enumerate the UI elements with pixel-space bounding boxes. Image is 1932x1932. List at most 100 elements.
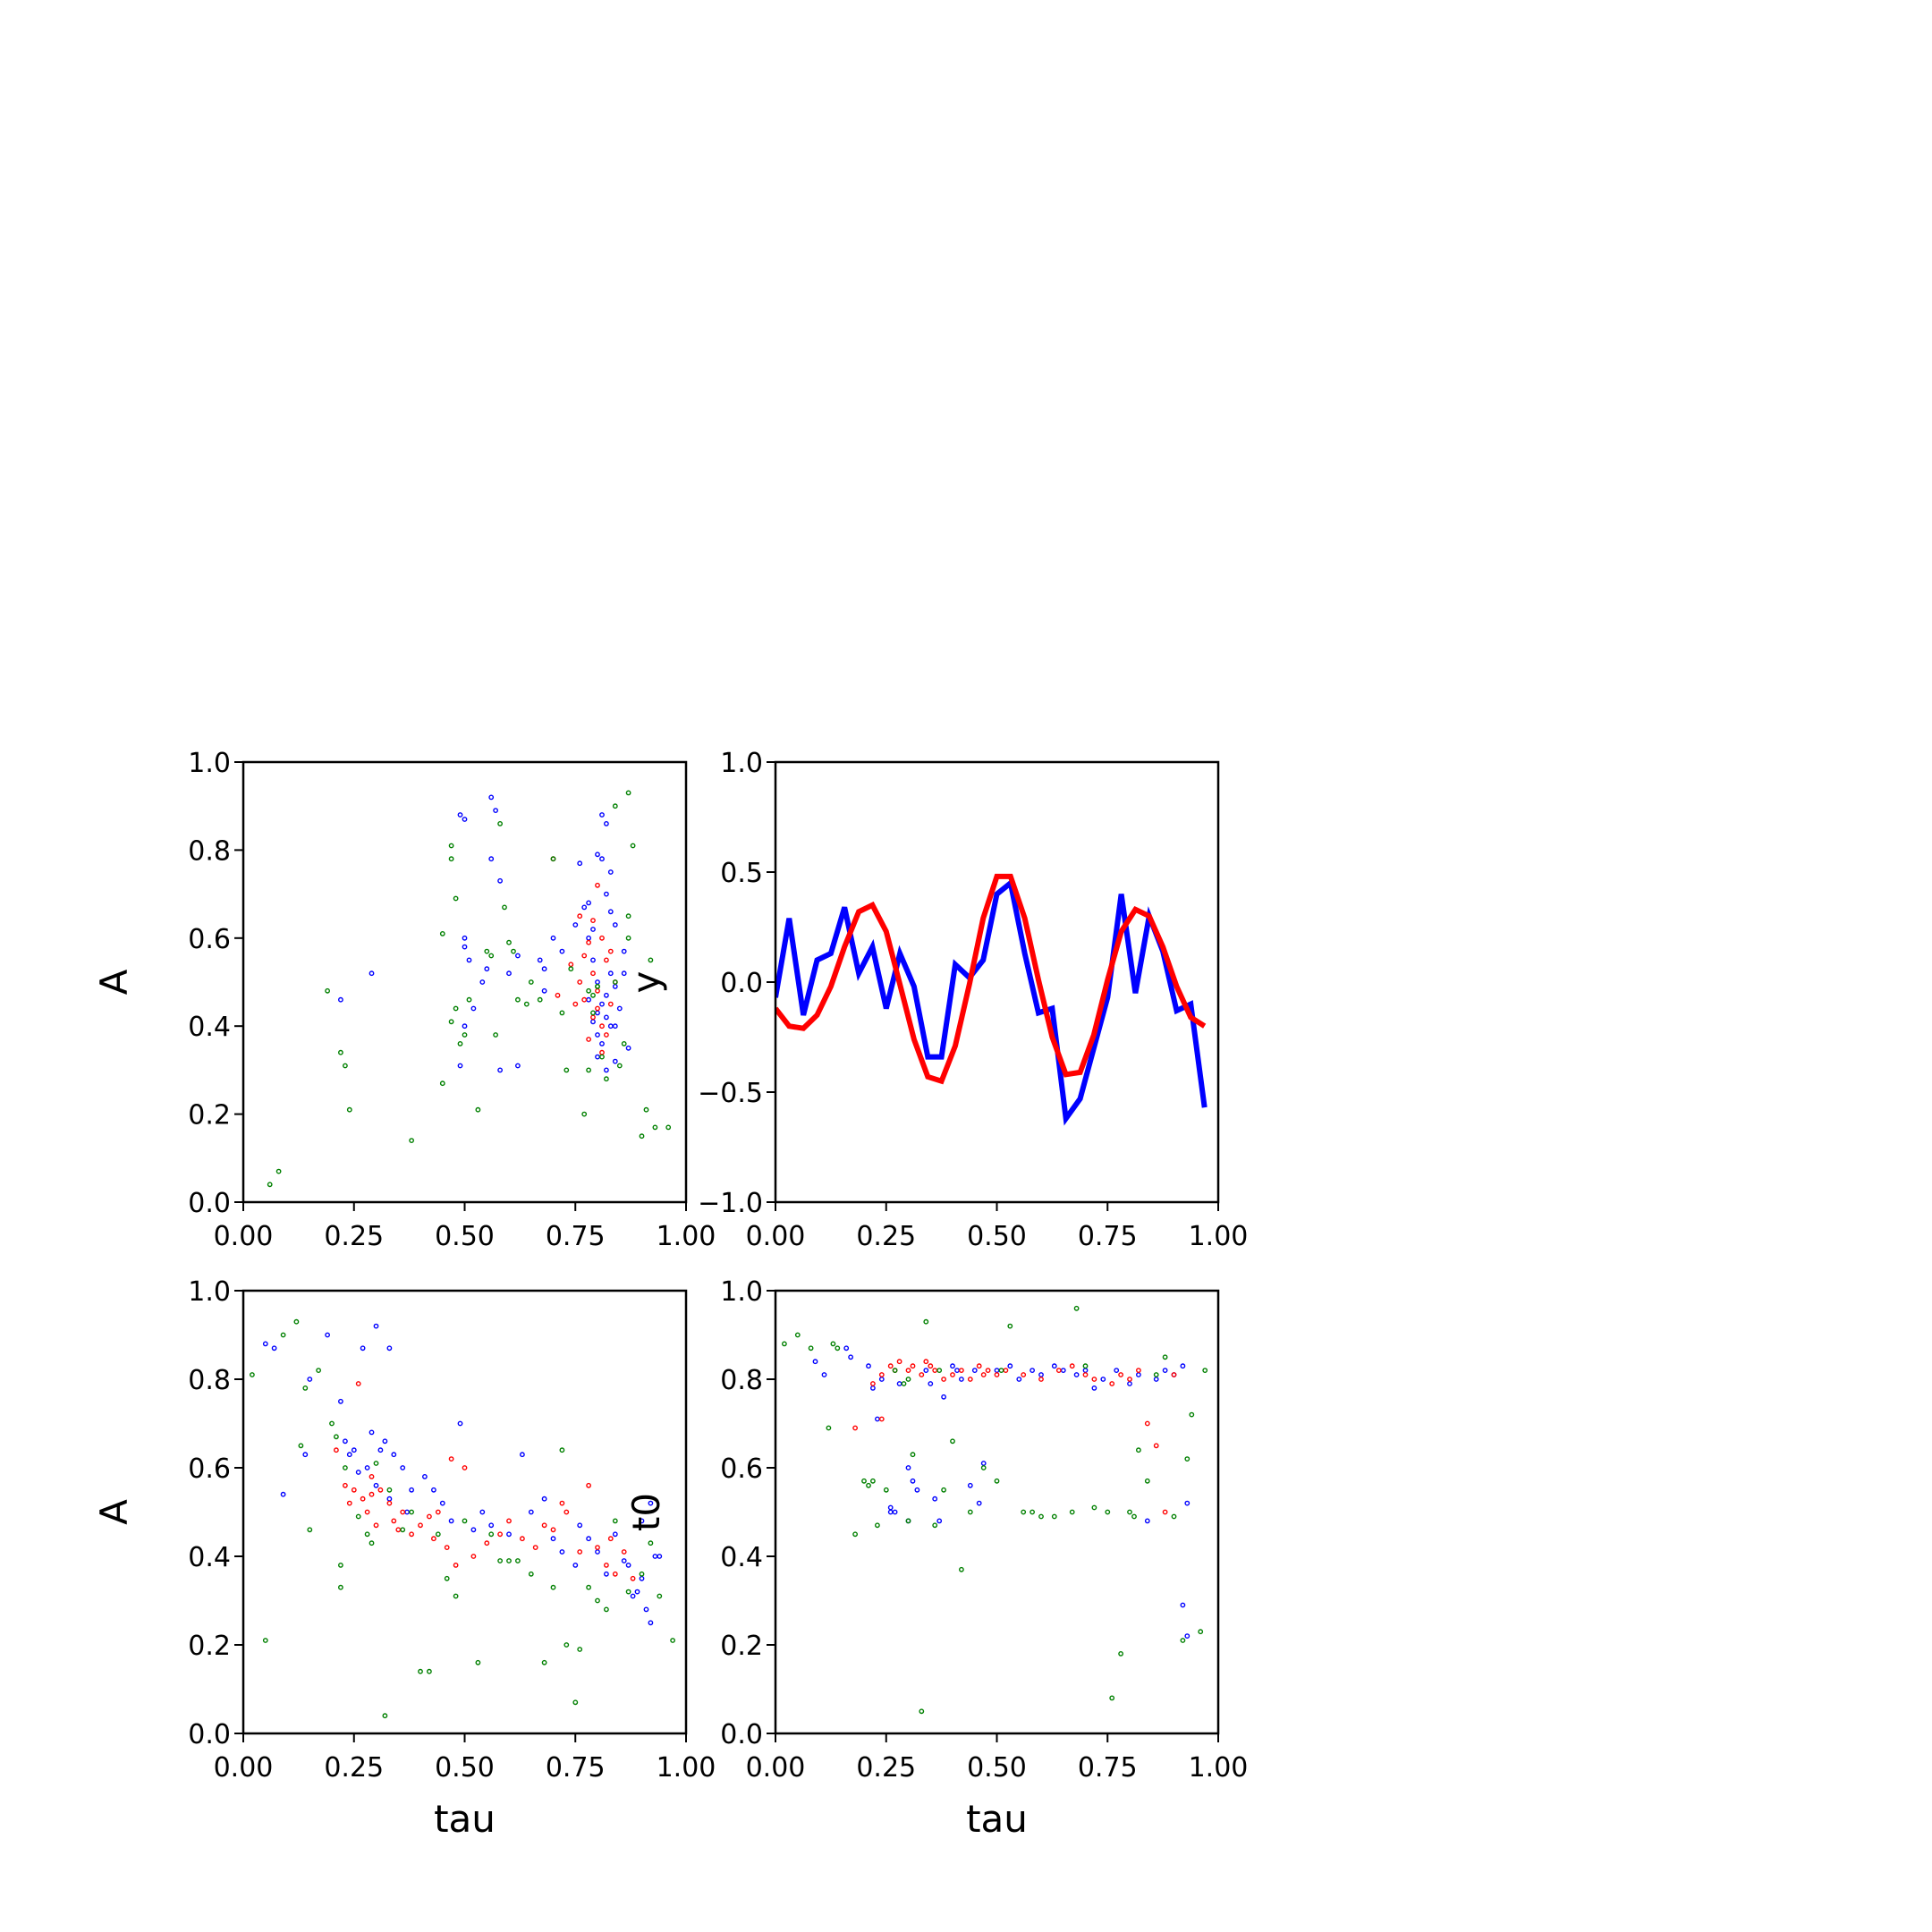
- scatter-point: [612, 1023, 618, 1030]
- y-axis-label: A: [92, 969, 136, 995]
- scatter-point: [1007, 1323, 1013, 1329]
- y-tick-label: 0.2: [720, 1631, 763, 1662]
- y-tick-label: 0.0: [188, 1719, 231, 1750]
- scatter-point: [550, 1536, 556, 1542]
- scatter-point: [409, 1487, 414, 1493]
- scatter-point: [528, 1509, 534, 1515]
- x-tick-label: 0.00: [746, 1752, 806, 1784]
- scatter-point: [595, 1545, 600, 1551]
- scatter-point: [590, 970, 596, 977]
- scatter-point: [355, 1513, 361, 1520]
- scatter-point: [794, 1332, 801, 1338]
- scatter-point: [541, 966, 547, 972]
- scatter-point: [262, 1341, 268, 1347]
- scatter-point: [475, 1659, 481, 1665]
- scatter-point: [1131, 1513, 1137, 1520]
- scatter-point: [1184, 1633, 1191, 1640]
- scatter-point: [1091, 1377, 1097, 1382]
- scatter-point: [604, 1014, 609, 1021]
- scatter-point: [497, 1067, 503, 1073]
- scatter-point: [639, 1518, 645, 1524]
- y-tick-label: 1.0: [188, 748, 231, 779]
- scatter-point: [369, 1491, 375, 1497]
- plot-area: [267, 790, 672, 1188]
- scatter-point: [1038, 1377, 1044, 1382]
- scatter-point: [564, 1067, 570, 1073]
- scatter-point: [515, 953, 521, 959]
- scatter-point: [612, 1531, 618, 1538]
- scatter-point: [484, 1540, 490, 1546]
- scatter-point: [976, 1500, 982, 1506]
- y-tick-label: 1.0: [188, 1276, 231, 1308]
- scatter-point: [604, 1067, 609, 1073]
- scatter-point: [1118, 1372, 1124, 1377]
- scatter-point: [625, 913, 631, 919]
- scatter-point: [599, 1041, 605, 1046]
- scatter-point: [342, 1438, 348, 1445]
- scatter-point: [364, 1465, 370, 1470]
- scatter-point: [590, 957, 596, 963]
- scatter-point: [914, 1487, 920, 1493]
- scatter-point: [866, 1482, 871, 1488]
- scatter-point: [351, 1447, 357, 1453]
- chart-bottom-right: 0.00 0.25 0.50 0.75 1.000.00.20.40.60.81.0t0…: [624, 1276, 1248, 1841]
- scatter-point: [1144, 1420, 1150, 1427]
- scatter-point: [928, 1381, 934, 1386]
- scatter-point: [887, 1509, 894, 1515]
- scatter-point: [316, 1368, 321, 1374]
- scatter-point: [1127, 1509, 1132, 1515]
- scatter-point: [448, 1456, 454, 1462]
- y-tick-label: 1.0: [720, 748, 763, 779]
- scatter-point: [488, 794, 495, 801]
- scatter-point: [1105, 1509, 1111, 1515]
- scatter-point: [377, 1487, 384, 1493]
- scatter-point: [382, 1438, 388, 1445]
- scatter-point: [497, 1531, 503, 1538]
- scatter-point: [342, 1465, 348, 1470]
- scatter-point: [564, 1642, 570, 1648]
- y-tick-label: 0.6: [188, 924, 231, 955]
- scatter-point: [1171, 1372, 1177, 1377]
- plot-area: [249, 1318, 675, 1719]
- scatter-point: [523, 1001, 530, 1007]
- scatter-point: [444, 1575, 450, 1581]
- scatter-point: [337, 1584, 343, 1590]
- scatter-point: [936, 1368, 943, 1374]
- scatter-point: [577, 1647, 583, 1652]
- scatter-point: [1030, 1509, 1036, 1515]
- scatter-point: [550, 935, 556, 941]
- scatter-point: [515, 996, 521, 1003]
- scatter-point: [520, 1452, 525, 1458]
- scatter-point: [1162, 1354, 1168, 1360]
- scatter-point: [936, 1518, 943, 1524]
- scatter-point: [373, 1482, 379, 1488]
- scatter-point: [1136, 1368, 1141, 1374]
- scatter-point: [537, 957, 543, 963]
- scatter-point: [280, 1332, 286, 1338]
- scatter-point: [590, 918, 596, 924]
- scatter-point: [298, 1443, 304, 1449]
- scatter-point: [950, 1438, 955, 1445]
- y-tick-label: 0.6: [720, 1453, 763, 1485]
- scatter-point: [462, 1023, 468, 1030]
- scatter-point: [808, 1345, 814, 1352]
- scatter-point: [325, 1332, 330, 1338]
- scatter-point: [475, 1106, 481, 1113]
- scatter-point: [448, 1019, 454, 1025]
- scatter-point: [595, 882, 600, 888]
- y-tick-label: 0.2: [188, 1631, 231, 1662]
- scatter-point: [625, 1045, 631, 1051]
- scatter-point: [994, 1478, 1000, 1484]
- scatter-point: [630, 843, 636, 849]
- scatter-point: [470, 1005, 477, 1012]
- scatter-point: [1171, 1513, 1177, 1520]
- scatter-point: [267, 1182, 273, 1188]
- scatter-point: [342, 1063, 348, 1069]
- scatter-point: [604, 1076, 609, 1082]
- scatter-point: [581, 996, 588, 1003]
- scatter-point: [520, 1536, 525, 1542]
- scatter-point: [351, 1487, 357, 1493]
- scatter-point: [409, 1138, 414, 1144]
